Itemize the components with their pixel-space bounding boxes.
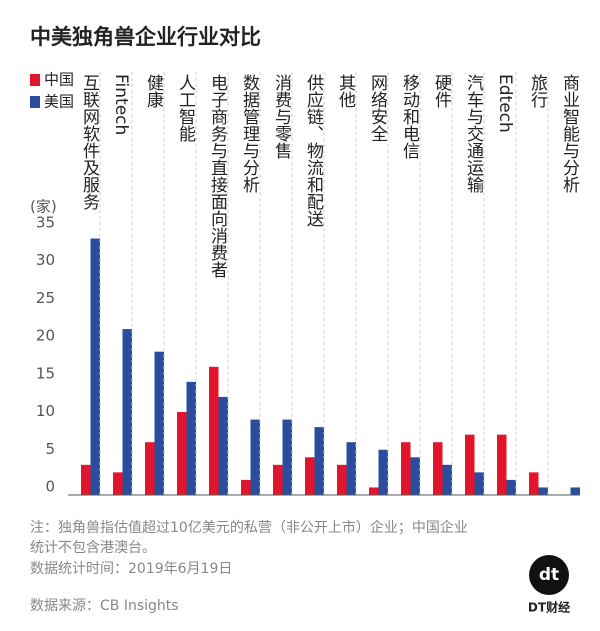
bar [346, 442, 356, 495]
logo-text: DT财经 [528, 600, 570, 615]
y-tick-label: 35 [36, 214, 55, 232]
note: 数据统计时间：2019年6月19日 [30, 561, 232, 577]
source: 数据来源：CB Insights [30, 598, 179, 614]
bar [369, 487, 379, 495]
bar [122, 329, 132, 495]
y-axis-label: (家) [30, 198, 57, 216]
bar [442, 464, 452, 495]
legend-swatch [30, 96, 40, 108]
x-tick-label: 旅行 [527, 74, 548, 109]
bar [410, 457, 420, 495]
x-tick-label: 消费与零售 [271, 74, 292, 159]
bar [401, 442, 411, 495]
bar [81, 464, 91, 495]
x-tick-label: 供应链、物流和配送 [303, 74, 324, 227]
x-tick-label: 互联网软件及服务 [79, 74, 100, 210]
x-tick-label: 电子商务与直接面向消费者 [207, 74, 228, 278]
bar [282, 419, 292, 495]
bar [154, 351, 164, 495]
bar [250, 419, 260, 495]
bar [497, 434, 507, 495]
legend-swatch [30, 74, 40, 86]
logo-mark [529, 555, 569, 595]
y-tick-label: 25 [36, 289, 55, 307]
bar [378, 449, 388, 495]
x-tick-label: 人工智能 [175, 74, 196, 143]
bar [113, 472, 123, 495]
x-tick-label: 健康 [143, 74, 164, 108]
x-tick-label: 硬件 [431, 74, 452, 108]
legend-label: 中国 [44, 71, 74, 89]
bar [145, 442, 155, 495]
bar [177, 412, 187, 495]
y-tick-label: 15 [36, 364, 55, 382]
y-tick-label: 0 [45, 478, 55, 496]
y-tick-label: 30 [36, 251, 55, 269]
bar [506, 479, 516, 495]
y-tick-label: 10 [36, 402, 55, 420]
y-tick-label: 20 [36, 327, 55, 345]
bar [433, 442, 443, 495]
bar [241, 479, 251, 495]
chart-title: 中美独角兽企业行业对比 [30, 25, 261, 49]
bar [529, 472, 539, 495]
x-tick-label: 其他 [335, 74, 356, 108]
bar [538, 487, 548, 495]
logo-glyph: dt [539, 565, 559, 585]
bar [314, 427, 324, 495]
note: 注：独角兽指估值超过10亿美元的私营（非公开上市）企业；中国企业 [30, 519, 468, 536]
bar [305, 457, 315, 495]
x-tick-label: 数据管理与分析 [239, 74, 260, 193]
x-tick-label: 移动和电信 [399, 74, 420, 159]
bar [90, 238, 100, 496]
x-tick-label: Edtech [495, 74, 515, 133]
legend-label: 美国 [44, 93, 74, 111]
bar [186, 381, 196, 495]
y-tick-label: 5 [45, 440, 55, 458]
bar [273, 464, 283, 495]
x-tick-label: 网络安全 [367, 74, 388, 142]
note: 统计不包含港澳台。 [30, 540, 156, 556]
x-tick-label: 商业智能与分析 [559, 74, 580, 193]
x-tick-label: Fintech [111, 74, 131, 135]
bar [570, 487, 580, 495]
bar [209, 366, 219, 495]
bar [465, 434, 475, 495]
bar [218, 396, 228, 495]
x-tick-label: 汽车与交通运输 [463, 74, 484, 194]
bar [337, 464, 347, 495]
bar [474, 472, 484, 495]
